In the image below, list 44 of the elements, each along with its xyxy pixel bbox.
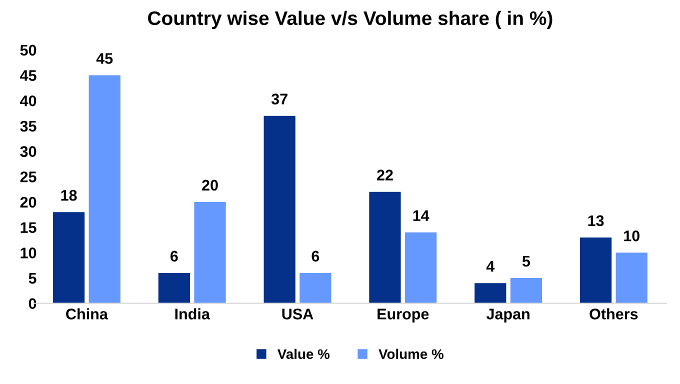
chart-title: Country wise Value v/s Volume share ( in %)	[148, 10, 552, 29]
data-label: 6	[312, 250, 320, 262]
bar	[510, 278, 542, 304]
bar	[88, 75, 120, 304]
y-tick-label: 0	[28, 298, 36, 310]
y-tick-label: 40	[20, 95, 36, 106]
data-label: 5	[522, 256, 530, 267]
x-tick-label: Others	[590, 308, 638, 320]
bar	[580, 237, 612, 304]
x-tick-label: India	[175, 308, 210, 320]
y-tick-label: 50	[20, 44, 36, 56]
legend-label: Volume %	[378, 348, 444, 360]
y-tick-label: 5	[28, 273, 36, 284]
data-label: 13	[588, 215, 604, 226]
x-tick-label: Japan	[486, 308, 530, 322]
data-label: 37	[271, 94, 288, 104]
y-tick-label: 10	[20, 248, 36, 258]
bar	[158, 272, 190, 304]
legend-label: Value %	[277, 348, 330, 360]
bar	[264, 116, 296, 304]
data-label: 18	[61, 190, 77, 201]
x-tick-label: Europe	[378, 308, 429, 322]
x-tick-label: USA	[282, 308, 314, 320]
y-tick-label: 15	[20, 222, 36, 234]
y-tick-label: 45	[20, 70, 36, 81]
bar	[405, 232, 437, 304]
data-label: 4	[486, 261, 495, 272]
x-tick-label: China	[66, 308, 108, 320]
bar	[300, 272, 332, 304]
bar	[194, 202, 226, 304]
y-tick-label: 35	[20, 120, 36, 132]
data-label: 22	[377, 170, 393, 180]
data-label: 20	[202, 180, 218, 191]
y-tick-label: 20	[20, 196, 36, 208]
bar	[616, 252, 648, 304]
y-tick-label: 25	[20, 172, 36, 182]
data-label: 14	[413, 210, 430, 221]
data-label: 10	[624, 230, 640, 242]
bar	[474, 283, 506, 304]
y-tick-label: 30	[20, 146, 36, 158]
data-label: 45	[96, 53, 113, 64]
bar	[369, 192, 401, 304]
bar	[52, 212, 85, 304]
data-label: 6	[170, 250, 178, 262]
